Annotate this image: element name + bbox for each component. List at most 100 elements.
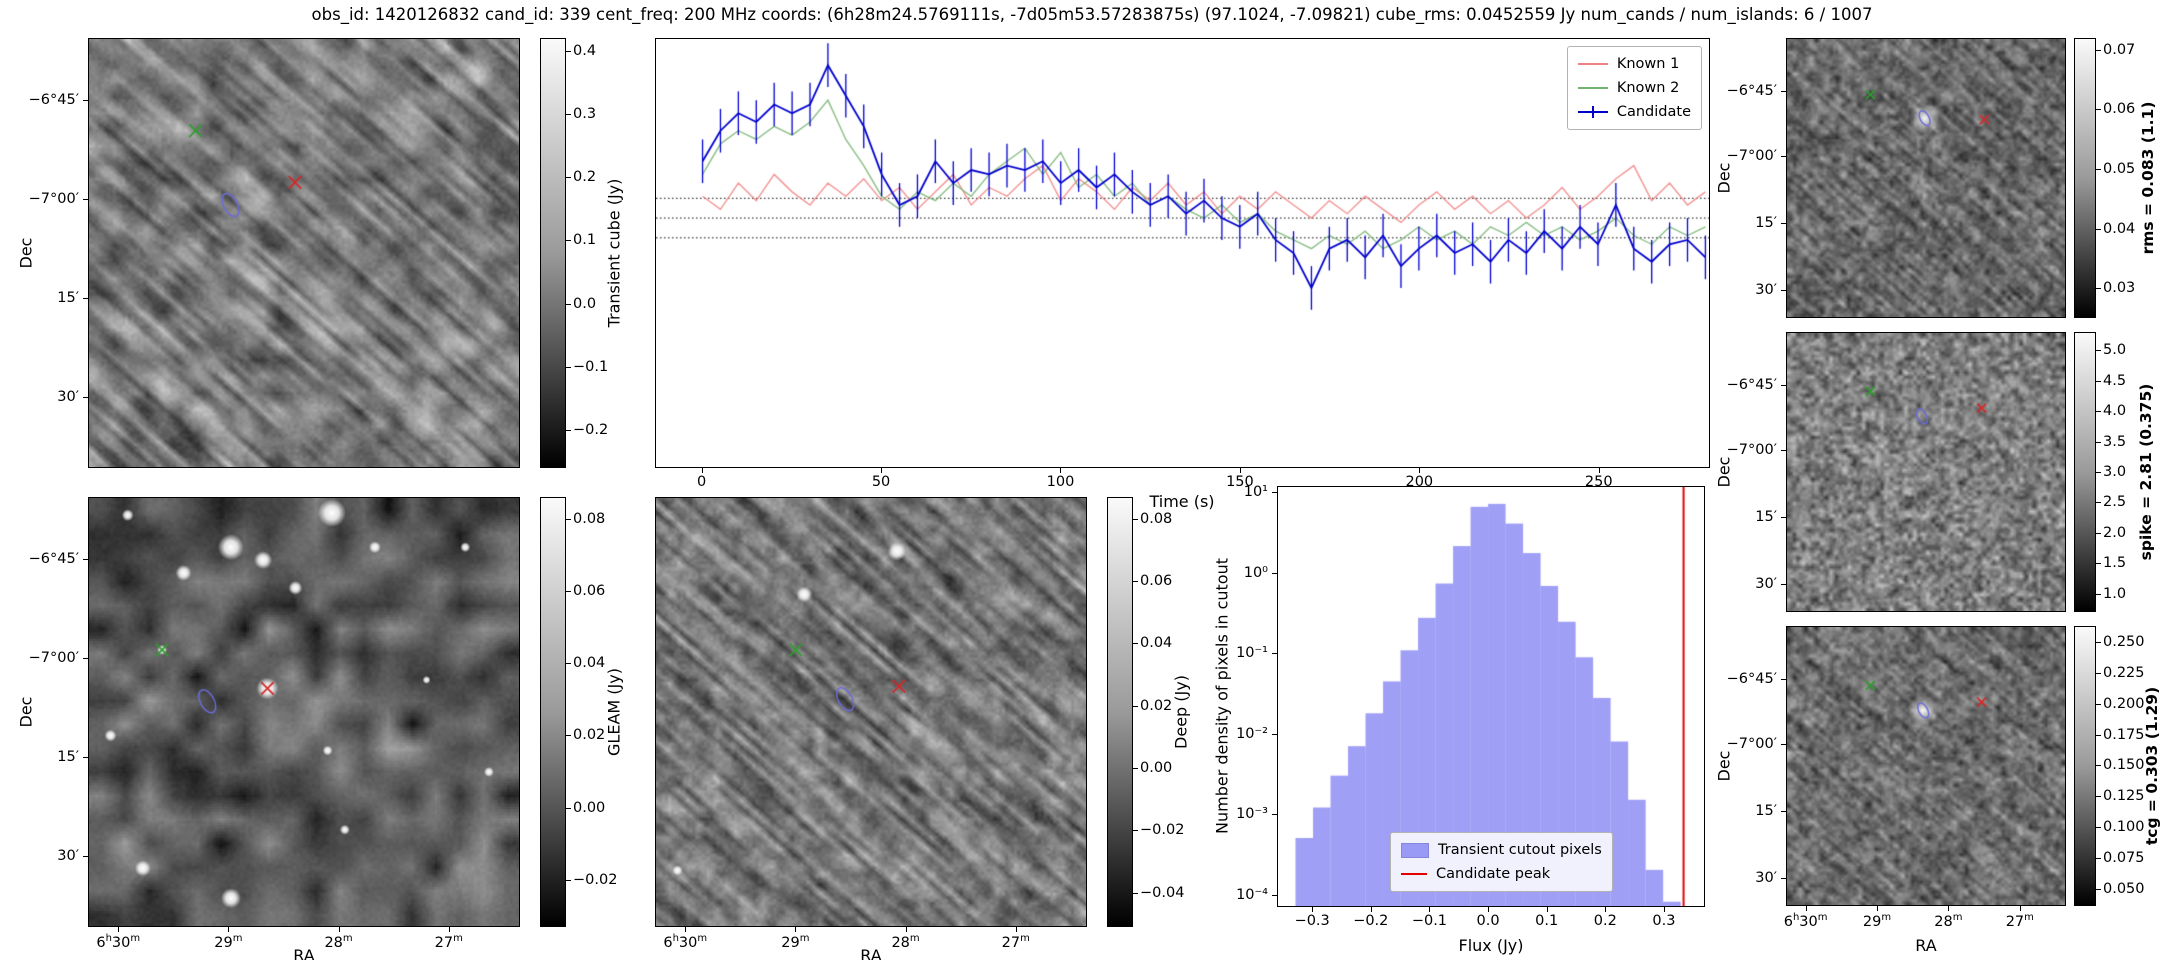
tick-mark (1370, 907, 1372, 912)
y-tick-label: −7°00′ (28, 191, 79, 208)
colorbar-tick-label: 1.5 (2103, 555, 2127, 572)
spike-colorbar (2074, 332, 2096, 612)
tick-mark (1598, 468, 1600, 473)
colorbar-tick-mark (2096, 888, 2101, 890)
tick-mark (1312, 907, 1314, 912)
colorbar-gradient (2075, 39, 2095, 317)
legend-label-candidate: Candidate (1616, 104, 1691, 120)
colorbar-tick-mark (2096, 350, 2101, 352)
legend-entry-cutout-pixels: Transient cutout pixels (1401, 838, 1602, 862)
tick-mark (685, 927, 687, 932)
colorbar-tick-mark (2096, 288, 2101, 290)
legend-label-known2: Known 2 (1616, 80, 1680, 96)
y-tick-label: −7°00′ (1726, 735, 1777, 752)
tick-mark (1272, 814, 1277, 816)
tick-mark (228, 927, 230, 932)
tick-mark (83, 757, 88, 759)
tick-mark (83, 559, 88, 561)
hist-y-axis-label: Number density of pixels in cutout (1212, 558, 1232, 834)
colorbar-tick-label: 5.0 (2103, 342, 2127, 359)
tick-mark (1605, 907, 1607, 912)
colorbar-tick-label: 4.0 (2103, 403, 2127, 420)
gleam-colorbar (540, 497, 566, 927)
colorbar-tick-label: −0.1 (573, 358, 609, 375)
y-tick-label: 10⁻⁴ (1236, 886, 1268, 903)
x-tick-label: 28m (891, 933, 920, 951)
legend-label-candidate-peak: Candidate peak (1436, 866, 1551, 882)
y-tick-label: 30′ (57, 389, 79, 406)
x-tick-label: 6h30m (1783, 912, 1828, 930)
colorbar-tick-mark (1133, 518, 1138, 520)
colorbar-tick-mark (2096, 472, 2101, 473)
x-tick-label: 28m (324, 933, 353, 951)
colorbar-gradient (1108, 498, 1132, 926)
y-tick-label: −7°00′ (1726, 147, 1777, 164)
colorbar-tick-label: 0.3 (573, 105, 597, 122)
colorbar-tick-mark (2096, 49, 2101, 51)
colorbar-tick-mark (2096, 857, 2101, 859)
x-tick-label: 250 (1584, 474, 1613, 490)
tick-mark (701, 468, 703, 473)
tick-mark (881, 468, 883, 473)
x-tick-label: 27m (1001, 933, 1030, 951)
colorbar-tick-label: 0.04 (1140, 635, 1173, 652)
x-tick-label: −0.2 (1353, 913, 1389, 929)
y-tick-label: 10⁰ (1243, 564, 1268, 581)
spike-image-panel (1786, 332, 2066, 612)
colorbar-tick-mark (1133, 892, 1138, 894)
x-tick-label: 27m (434, 933, 463, 951)
tick-mark (83, 100, 88, 102)
colorbar-tick-label: −0.02 (573, 872, 618, 889)
rms-dec-axis-label: Dec (1714, 162, 1734, 194)
tick-mark (1781, 91, 1786, 93)
colorbar-tick-label: 0.250 (2103, 634, 2145, 651)
tick-mark (1781, 155, 1786, 157)
tcg-colorbar (2074, 626, 2096, 906)
tick-mark (1781, 222, 1786, 224)
rms-image (1787, 39, 2065, 317)
colorbar-tick-mark (1133, 830, 1138, 832)
colorbar-tick-mark (566, 430, 571, 432)
tick-mark (83, 199, 88, 201)
legend-entry-known1: Known 1 (1577, 52, 1691, 76)
deep-image-panel (655, 497, 1087, 927)
tick-mark (118, 927, 120, 932)
deep-ra-axis-label: RA (860, 946, 882, 960)
colorbar-label: rms = 0.083 (1.1) (2139, 101, 2157, 255)
y-tick-label: −6°45′ (28, 92, 79, 109)
colorbar-tick-label: 0.225 (2103, 664, 2145, 681)
colorbar-tick-label: 2.0 (2103, 524, 2127, 541)
y-tick-label: 15′ (1755, 214, 1777, 231)
y-tick-label: 30′ (57, 848, 79, 865)
tick-mark (1272, 653, 1277, 655)
colorbar-tick-label: 0.02 (573, 727, 606, 744)
colorbar-tick-mark (566, 807, 571, 809)
colorbar-tick-label: 0.200 (2103, 695, 2145, 712)
colorbar-tick-mark (566, 303, 571, 305)
rms-image-panel (1786, 38, 2066, 318)
known2-line-swatch (1577, 87, 1608, 89)
x-tick-label: −0.3 (1294, 913, 1330, 929)
x-tick-label: 0.1 (1535, 913, 1559, 929)
known1-line-swatch (1577, 63, 1608, 65)
colorbar-gradient (2075, 627, 2095, 905)
tick-mark (1488, 907, 1490, 912)
tick-mark (1781, 810, 1786, 812)
x-tick-label: 6h30m (663, 933, 708, 951)
lightcurve-plot (656, 39, 1709, 467)
histogram-legend: Transient cutout pixels Candidate peak (1390, 832, 1613, 892)
tick-mark (1015, 927, 1017, 932)
colorbar-tick-mark (2096, 441, 2101, 443)
colorbar-tick-label: 3.0 (2103, 464, 2127, 480)
colorbar-tick-label: 0.08 (1140, 510, 1173, 527)
colorbar-tick-mark (566, 177, 571, 179)
gleam-image (89, 498, 519, 926)
tick-mark (338, 927, 340, 932)
tick-mark (1546, 907, 1548, 912)
colorbar-tick-mark (566, 518, 571, 520)
rms-colorbar (2074, 38, 2096, 318)
tick-mark (1060, 468, 1062, 473)
colorbar-tick-label: 0.04 (573, 655, 606, 672)
colorbar-tick-label: −0.04 (1140, 884, 1185, 901)
